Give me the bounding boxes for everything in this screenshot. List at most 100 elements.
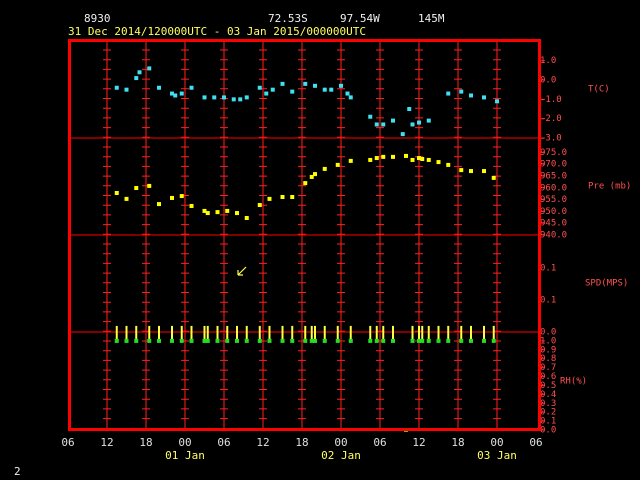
x-tick-label: 06 [529,436,542,449]
time-grid-ticks [337,49,345,420]
rh-point [257,338,262,343]
data-point [202,208,207,213]
data-point [238,97,243,102]
data-point [280,195,285,200]
data-point [290,195,295,200]
y-tick-label: 970.0 [540,160,567,170]
data-point [491,175,496,180]
data-point [374,122,379,127]
rh-point [335,338,340,343]
data-point [244,95,249,100]
data-point [446,162,451,167]
data-point [124,196,129,201]
data-point [335,162,340,167]
data-point [348,158,353,163]
data-point [179,194,184,199]
data-point [391,154,395,159]
data-point [147,66,152,71]
data-point [222,95,226,100]
data-point [147,183,152,188]
data-point [189,203,194,208]
y-tick-label: 975.0 [540,148,567,158]
rh-point [309,338,314,343]
time-grid-ticks [142,49,150,420]
data-point [407,107,412,112]
x-tick-label: 18 [451,436,464,449]
rh-point [205,338,210,343]
data-point [459,168,464,173]
data-point [417,120,421,125]
data-point [137,70,142,75]
data-point [280,81,285,86]
time-grid-ticks [103,49,111,420]
data-point [124,87,129,92]
y-top-label: 0.0 [540,328,556,338]
data-point [482,169,486,174]
y-tick-label: 940.0 [540,231,567,241]
rh-point [202,338,207,343]
y-tick-label: 0.1 [540,296,556,306]
rh-point [391,338,395,343]
rh-point [491,338,496,343]
data-point [446,91,451,96]
data-point [400,132,405,137]
data-point [309,174,314,179]
data-point [469,169,473,174]
rh-point [446,338,451,343]
data-point [426,118,431,123]
data-point [329,87,334,92]
y-tick-label: 0.2 [540,408,556,418]
data-point [495,99,499,104]
y-tick-label: 945.0 [540,219,567,229]
rh-point [134,338,139,343]
data-point [244,216,249,221]
data-point [313,83,317,88]
data-point [381,154,386,159]
plot-area: 06 12 18 00 06 12 18 00 06 12 18 00 06 01 Jan 02 Jan 03… [61,42,631,462]
y-tick-label: 0.3 [540,399,556,409]
data-point [322,87,327,92]
rh-point [114,338,119,343]
y-tick-label: 1.0 [540,56,556,66]
rh-point [225,338,230,343]
panel-label: T(C) [588,85,610,95]
data-point [303,181,308,186]
data-point [381,122,386,127]
data-point [459,89,464,94]
y-tick-label: 0.1 [540,264,556,274]
x-tick-label: 12 [100,436,113,449]
data-point [231,97,236,102]
data-point [205,211,210,216]
y-tick-label: 965.0 [540,171,567,181]
y-tick-label: 0.4 [540,390,556,400]
data-point [157,202,161,207]
rh-point [235,338,239,343]
rh-point [368,338,373,343]
time-grid-ticks [298,49,306,420]
data-point [339,83,343,88]
panel-label: Pre (mb) [588,182,631,192]
data-point [170,91,174,96]
rh-point [410,338,415,343]
rh-point [420,338,425,343]
data-point [267,196,272,201]
rh-point [170,338,174,343]
time-grid-ticks [376,49,384,420]
data-point [368,114,373,119]
longitude: 97.54W [340,12,380,25]
data-point [322,166,327,171]
rh-point [417,338,421,343]
rh-point [303,338,308,343]
rh-point [179,338,184,343]
x-tick-label: 06 [61,436,74,449]
x-tick-label: 00 [334,436,347,449]
data-point [215,210,220,215]
data-point [170,195,174,200]
y-tick-label: 0.9 [540,345,556,355]
time-grid-ticks [181,49,189,420]
rh-point [322,338,327,343]
data-point [134,76,139,81]
rh-point [469,338,473,343]
